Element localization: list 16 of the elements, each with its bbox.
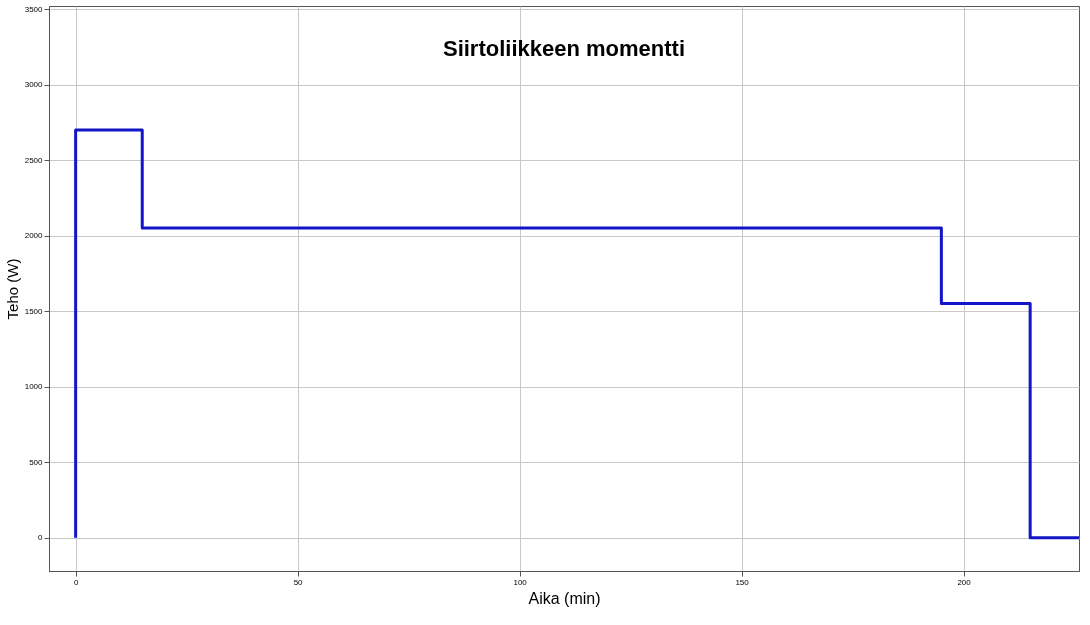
x-tick-label: 150 bbox=[735, 577, 750, 587]
x-tick-label: 200 bbox=[957, 577, 972, 587]
y-tick-label: 2500 bbox=[24, 155, 44, 165]
y-tick-label: 1000 bbox=[24, 382, 44, 392]
y-tick-label: 1500 bbox=[24, 306, 44, 316]
y-tick-label: 2000 bbox=[24, 231, 44, 241]
y-axis-title: Teho (W) bbox=[3, 258, 21, 320]
y-tick-label: 3500 bbox=[24, 4, 44, 14]
y-tick-label: 3000 bbox=[24, 80, 44, 90]
x-axis-title: Aika (min) bbox=[528, 589, 601, 607]
y-tick-label: 0 bbox=[38, 533, 44, 543]
x-tick-label: 100 bbox=[513, 577, 528, 587]
text: Siirtoliikkeen momentti bbox=[442, 36, 686, 62]
y-tick-label: 500 bbox=[29, 457, 44, 467]
x-tick-label: 50 bbox=[293, 577, 304, 587]
x-tick-label: 0 bbox=[73, 577, 79, 587]
